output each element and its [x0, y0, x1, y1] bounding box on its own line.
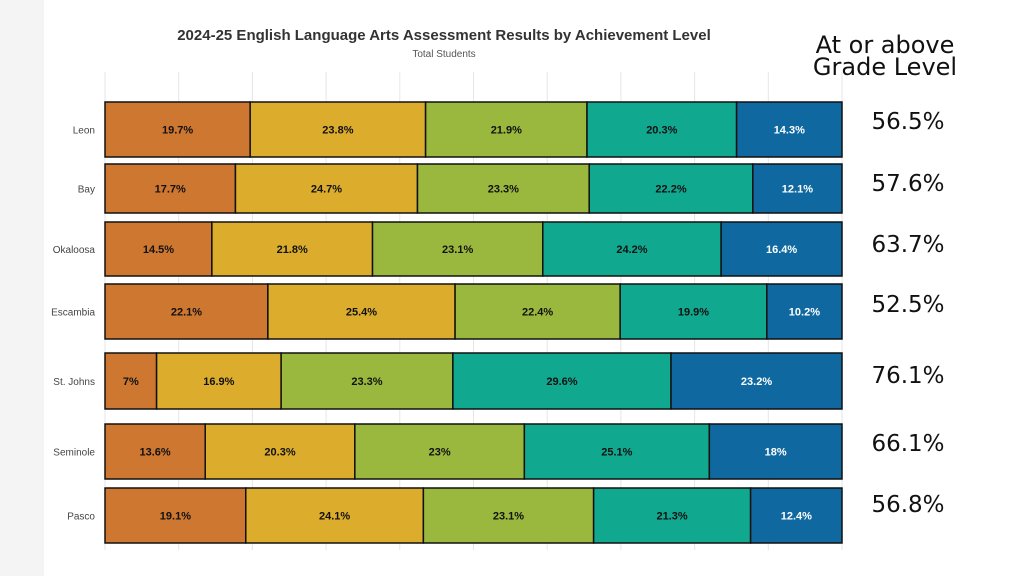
data-label-pasco-4: 21.3%	[657, 511, 688, 523]
grade-level-value-seminole: 66.1%	[871, 431, 945, 457]
data-label-okaloosa-5: 16.4%	[766, 244, 797, 256]
grade-level-header-line2: Grade Level	[812, 53, 958, 81]
bar-segment-pasco-5	[749, 487, 843, 544]
data-label-escambia-5: 10.2%	[789, 307, 820, 319]
bar-segment-st-johns-5	[670, 352, 843, 410]
data-label-seminole-5: 18%	[765, 447, 787, 459]
data-label-escambia-4: 19.9%	[678, 307, 709, 319]
category-label-bay: Bay	[78, 185, 95, 196]
grade-level-value-pasco: 56.8%	[871, 492, 945, 518]
data-label-seminole-3: 23%	[429, 447, 451, 459]
data-label-leon-5: 14.3%	[774, 125, 805, 137]
data-label-bay-1: 17.7%	[155, 184, 186, 196]
grade-level-value-leon: 56.5%	[871, 109, 945, 135]
data-label-leon-3: 21.9%	[491, 125, 522, 137]
data-label-pasco-5: 12.4%	[781, 511, 812, 523]
data-label-pasco-1: 19.1%	[160, 511, 191, 523]
bar-segment-leon-2	[249, 101, 427, 158]
category-label-escambia: Escambia	[51, 308, 95, 319]
bar-segment-pasco-4	[592, 487, 752, 544]
data-label-bay-3: 23.3%	[488, 184, 519, 196]
data-label-bay-2: 24.7%	[311, 184, 342, 196]
data-label-okaloosa-3: 23.1%	[442, 244, 473, 256]
data-label-seminole-4: 25.1%	[601, 447, 632, 459]
bar-segment-st-johns-4	[452, 352, 672, 410]
bar-segment-bay-5	[752, 163, 843, 214]
summary-panel	[854, 0, 1024, 576]
data-label-leon-2: 23.8%	[322, 125, 353, 137]
bar-segment-seminole-3	[354, 423, 526, 480]
bar-segment-okaloosa-5	[720, 221, 843, 277]
bar-segment-bay-4	[588, 163, 754, 214]
bar-segment-escambia-3	[454, 283, 621, 340]
data-label-st-johns-5: 23.2%	[741, 376, 772, 388]
bar-segment-seminole-4	[523, 423, 711, 480]
category-label-seminole: Seminole	[53, 448, 95, 459]
category-label-leon: Leon	[73, 126, 95, 137]
data-label-leon-1: 19.7%	[162, 125, 193, 137]
bar-segment-st-johns-3	[280, 352, 454, 410]
bar-segment-okaloosa-4	[542, 221, 722, 277]
bar-segment-seminole-1	[104, 423, 206, 480]
bar-segment-bay-2	[234, 163, 419, 214]
bar-segment-leon-4	[586, 101, 738, 158]
bar-segment-leon-5	[735, 101, 843, 158]
data-label-pasco-2: 24.1%	[319, 511, 350, 523]
data-label-leon-4: 20.3%	[646, 125, 677, 137]
data-label-seminole-1: 13.6%	[140, 447, 171, 459]
grade-level-value-bay: 57.6%	[871, 171, 945, 197]
data-label-okaloosa-1: 14.5%	[143, 244, 174, 256]
bar-segment-pasco-2	[245, 487, 425, 544]
bar-segment-seminole-5	[708, 423, 843, 480]
bar-segment-leon-1	[104, 101, 251, 158]
bar-segment-seminole-2	[204, 423, 356, 480]
data-label-st-johns-2: 16.9%	[203, 376, 234, 388]
data-label-st-johns-3: 23.3%	[351, 376, 382, 388]
bar-segment-bay-3	[416, 163, 590, 214]
grade-level-header-line1: At or above	[815, 31, 955, 59]
data-label-okaloosa-2: 21.8%	[277, 244, 308, 256]
bar-segment-escambia-5	[766, 283, 843, 340]
data-label-okaloosa-4: 24.2%	[616, 244, 647, 256]
data-label-escambia-2: 25.4%	[346, 307, 377, 319]
data-label-escambia-3: 22.4%	[522, 307, 553, 319]
category-label-okaloosa: Okaloosa	[53, 245, 96, 256]
chart-subtitle: Total Students	[412, 49, 476, 60]
data-label-st-johns-1: 7%	[123, 376, 139, 388]
data-label-bay-5: 12.1%	[782, 184, 813, 196]
data-label-pasco-3: 23.1%	[493, 511, 524, 523]
grade-level-value-st-johns: 76.1%	[871, 363, 945, 389]
bar-segment-st-johns-1	[104, 352, 158, 410]
grade-level-header: At or above Grade Level	[806, 31, 964, 81]
category-label-pasco: Pasco	[67, 512, 95, 523]
bar-segment-pasco-3	[422, 487, 595, 544]
bar-segment-leon-3	[424, 101, 588, 158]
grade-level-value-okaloosa: 63.7%	[871, 232, 945, 258]
data-label-bay-4: 22.2%	[655, 184, 686, 196]
category-label-st-johns: St. Johns	[53, 377, 95, 388]
data-label-st-johns-4: 29.6%	[546, 376, 577, 388]
data-label-escambia-1: 22.1%	[171, 307, 202, 319]
chart-title: 2024-25 English Language Arts Assessment…	[177, 27, 711, 44]
bar-segment-bay-1	[104, 163, 237, 214]
grade-level-value-escambia: 52.5%	[871, 292, 945, 318]
bar-segment-okaloosa-1	[104, 221, 213, 277]
data-label-seminole-2: 20.3%	[264, 447, 295, 459]
